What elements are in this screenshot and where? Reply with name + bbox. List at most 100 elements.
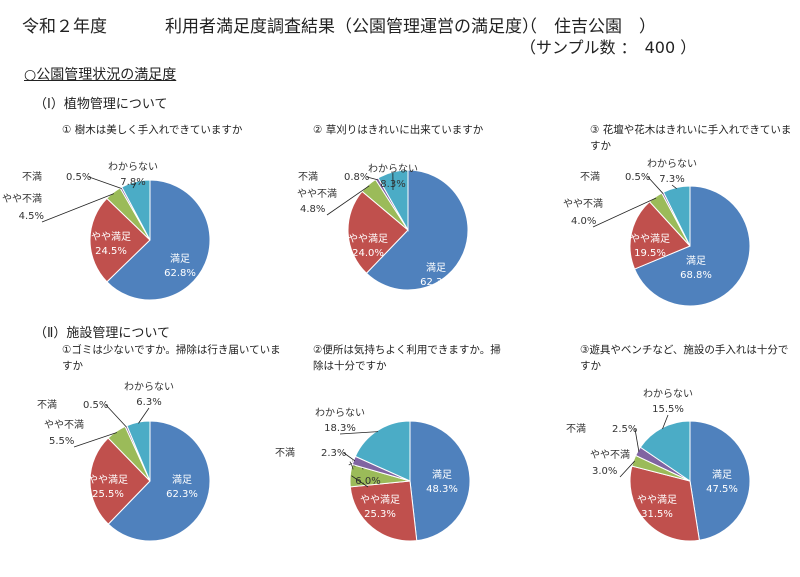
report-year: 令和２年度 xyxy=(22,17,107,37)
leader-line-1-5 xyxy=(132,182,137,189)
slice-value-4-3: 5.5% xyxy=(49,436,74,447)
pie-chart-3: 満足 68.8% やや満足 19.5% やや不満 4.0% 不満 0.5% わからない 7.3% xyxy=(563,158,751,307)
pie-slice-2-1 xyxy=(365,169,469,291)
slice-label-6-4: 不満 xyxy=(566,423,586,435)
slice-value-2-2: 24.0% xyxy=(352,248,384,259)
group-label-plants: （Ⅰ）植物管理について xyxy=(34,97,168,112)
slice-value-5-2: 25.3% xyxy=(364,509,396,520)
slice-value-2-4: 0.8% xyxy=(344,172,369,183)
leader-line-3-4 xyxy=(647,176,664,194)
slice-label-5-2: やや満足 xyxy=(360,494,400,506)
leader-line-3-5 xyxy=(671,184,677,190)
slice-value-1-4: 0.5% xyxy=(66,172,91,183)
slice-value-5-5: 18.3% xyxy=(324,423,356,434)
pie-slice-6-2 xyxy=(629,465,700,542)
pie-chart-6: 満足 47.5% やや満足 31.5% やや不満 3.0% 不満 2.5% わからない 15.5% xyxy=(566,388,751,542)
slice-label-1-3: やや不満 xyxy=(2,193,42,205)
leader-line-6-5 xyxy=(662,414,669,430)
chart-title-3: ③ 花壇や花木はきれいに手入れできていますか xyxy=(590,124,792,152)
slice-label-6-5: わからない xyxy=(643,388,693,400)
pie-slice-3-2 xyxy=(629,201,691,270)
slice-value-3-2: 19.5% xyxy=(634,248,666,259)
slice-value-4-2: 25.5% xyxy=(92,489,124,500)
group-label-facilities: （Ⅱ）施設管理について xyxy=(34,326,171,341)
section-heading: ○公園管理状況の満足度 xyxy=(24,67,177,83)
leader-line-4-3 xyxy=(73,432,117,448)
slice-label-2-2: やや満足 xyxy=(348,233,388,245)
slice-label-2-4: 不満 xyxy=(298,171,318,183)
slice-value-3-5: 7.3% xyxy=(659,174,684,185)
leader-line-5-3 xyxy=(351,475,369,488)
pie-slice-6-5 xyxy=(639,420,691,482)
leader-line-3-3 xyxy=(592,197,657,228)
slice-label-2-1: 満足 xyxy=(426,262,446,274)
slice-label-5-1: 満足 xyxy=(432,469,452,481)
slice-label-5-5: わからない xyxy=(315,407,365,419)
chart-title-1: ① 樹木は美しく手入れできていますか xyxy=(62,124,243,136)
pie-chart-4: 満足 62.3% やや満足 25.5% やや不満 5.5% 不満 0.5% わからない 6.3% xyxy=(37,381,211,542)
slice-value-1-2: 24.5% xyxy=(95,246,127,257)
chart-title-6: ③遊具やベンチなど、施設の手入れは十分ですか xyxy=(580,344,789,372)
slice-value-6-2: 31.5% xyxy=(641,509,673,520)
slice-label-3-1: 満足 xyxy=(686,255,706,267)
report-title: 利用者満足度調査結果（公園管理運営の満足度） xyxy=(165,17,539,37)
park-name: （ 住吉公園 ） xyxy=(520,17,656,37)
chart-title-2: ② 草刈りはきれいに出来ていますか xyxy=(313,124,484,136)
slice-label-1-4: 不満 xyxy=(22,171,42,183)
slice-label-4-3: やや不満 xyxy=(44,419,84,431)
slice-value-1-5: 7.8% xyxy=(120,177,145,188)
slice-value-3-4: 0.5% xyxy=(625,172,650,183)
pie-slice-4-1 xyxy=(107,420,211,542)
leader-line-4-4 xyxy=(105,404,127,428)
slice-value-4-5: 6.3% xyxy=(136,397,161,408)
slice-label-4-5: わからない xyxy=(124,381,174,393)
pie-slice-5-1 xyxy=(409,420,471,542)
slice-label-4-1: 満足 xyxy=(172,474,192,486)
slice-value-5-4: 2.3% xyxy=(321,448,346,459)
sample-size: （サンプル数 ： 400 ） xyxy=(520,38,697,57)
leader-line-1-4 xyxy=(88,176,122,189)
slice-label-2-5: わからない xyxy=(368,163,418,175)
slice-label-1-5: わからない xyxy=(108,161,158,173)
pie-slice-2-2 xyxy=(347,190,409,274)
slice-label-2-3: やや不満 xyxy=(297,188,337,200)
slice-value-6-5: 15.5% xyxy=(652,404,684,415)
pie-chart-1: 満足 62.8% やや満足 24.5% やや不満 4.5% 不満 0.5% わからない 7.8% xyxy=(2,161,211,301)
leader-line-6-4 xyxy=(634,428,640,452)
chart-title-4: ①ゴミは少ないですか。掃除は行き届いていますか xyxy=(62,344,281,372)
leader-line-6-3 xyxy=(619,460,635,478)
slice-value-4-4: 0.5% xyxy=(83,400,108,411)
leader-line-1-3 xyxy=(41,193,114,223)
leader-line-5-4 xyxy=(343,452,356,462)
leader-line-2-3 xyxy=(326,185,370,216)
slice-value-1-1: 62.8% xyxy=(164,268,196,279)
slice-value-2-3: 4.8% xyxy=(300,204,325,215)
slice-value-5-3: 6.0% xyxy=(355,476,380,487)
chart-title-5: ②便所は気持ちよく利用できますか。掃除は十分ですか xyxy=(313,344,501,372)
leader-line-5-5 xyxy=(339,431,379,435)
slice-label-1-1: 満足 xyxy=(170,253,190,265)
pie-slice-5-5 xyxy=(354,420,411,482)
slice-value-3-3: 4.0% xyxy=(571,216,596,227)
slice-label-1-2: やや満足 xyxy=(91,231,131,243)
leader-line-4-5 xyxy=(138,407,150,424)
pie-slice-5-2 xyxy=(349,480,418,542)
slice-label-3-4: 不満 xyxy=(580,171,600,183)
pie-slice-1-5 xyxy=(121,179,151,241)
slice-label-6-1: 満足 xyxy=(712,469,732,481)
pie-slice-4-5 xyxy=(126,420,151,482)
slice-label-3-5: わからない xyxy=(647,158,697,170)
slice-value-6-4: 2.5% xyxy=(612,424,637,435)
slice-label-4-4: 不満 xyxy=(37,399,57,411)
slice-value-1-3: 4.5% xyxy=(19,211,44,222)
slice-label-5-4: 不満 xyxy=(275,447,295,459)
pie-slice-4-2 xyxy=(89,437,151,525)
slice-label-6-3: やや不満 xyxy=(590,449,630,461)
slice-label-4-2: やや満足 xyxy=(88,474,128,486)
pie-slice-1-2 xyxy=(89,197,151,283)
slice-value-6-1: 47.5% xyxy=(706,484,738,495)
pie-slice-1-1 xyxy=(106,179,211,301)
slice-label-6-2: やや満足 xyxy=(637,494,677,506)
slice-value-4-1: 62.3% xyxy=(166,489,198,500)
